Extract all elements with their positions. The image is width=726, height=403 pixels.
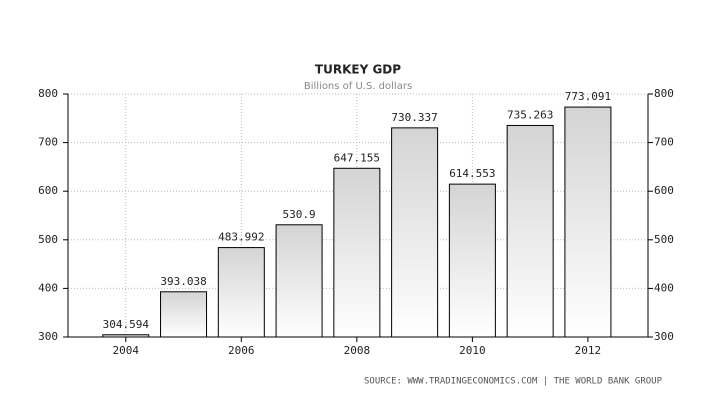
value-label: 393.038 (160, 275, 206, 288)
y2-tick-label: 400 (654, 281, 674, 294)
y2-tick-label: 300 (654, 330, 674, 343)
y2-tick-label: 700 (654, 136, 674, 149)
x-tick-label: 2012 (575, 344, 602, 357)
chart-title: TURKEY GDP (315, 63, 401, 77)
y-tick-label: 500 (38, 233, 58, 246)
value-label: 304.594 (103, 318, 150, 331)
x-tick-label: 2006 (228, 344, 255, 357)
bar (160, 291, 208, 338)
y-tick-label: 300 (38, 330, 58, 343)
y-tick-label: 400 (38, 281, 58, 294)
y2-tick-label: 500 (654, 233, 674, 246)
value-label: 530.9 (283, 208, 316, 221)
value-label: 773.091 (565, 90, 611, 103)
bar (564, 106, 612, 338)
value-label: 483.992 (218, 231, 264, 244)
x-tick-label: 2010 (459, 344, 486, 357)
source-note: SOURCE: WWW.TRADINGECONOMICS.COM | THE W… (364, 377, 663, 387)
y-tick-label: 800 (38, 87, 58, 100)
x-tick-label: 2008 (344, 344, 371, 357)
y2-tick-label: 600 (654, 184, 674, 197)
bar (506, 124, 554, 338)
bar (102, 334, 150, 338)
value-label: 647.155 (334, 151, 380, 164)
value-label: 735.263 (507, 108, 553, 121)
x-tick-label: 2004 (113, 344, 140, 357)
value-label: 614.553 (449, 167, 495, 180)
bar (275, 224, 323, 338)
y-tick-label: 600 (38, 184, 58, 197)
bar (217, 247, 265, 338)
value-label: 730.337 (391, 111, 437, 124)
bar (333, 167, 381, 338)
chart-subtitle: Billions of U.S. dollars (304, 81, 412, 92)
y-tick-label: 700 (38, 136, 58, 149)
y2-tick-label: 800 (654, 87, 674, 100)
bar (391, 127, 439, 338)
bar (448, 183, 496, 338)
